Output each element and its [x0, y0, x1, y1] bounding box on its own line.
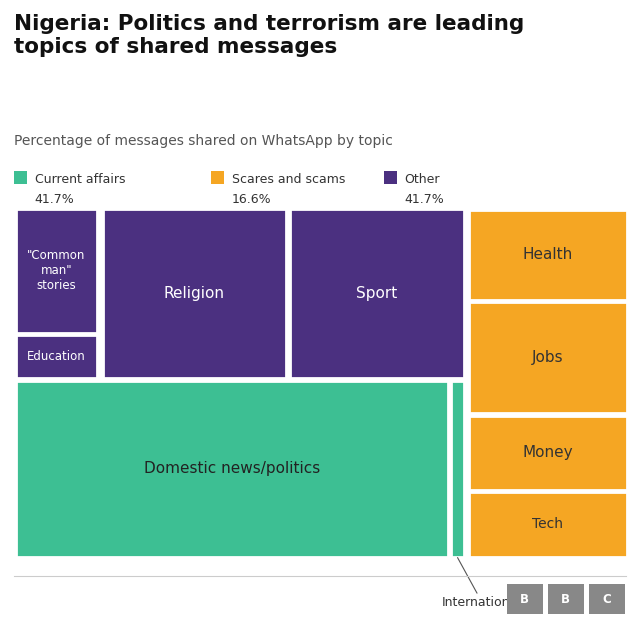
Text: Percentage of messages shared on WhatsApp by topic: Percentage of messages shared on WhatsAp…	[14, 134, 393, 148]
Bar	[469, 302, 627, 414]
Bar	[469, 210, 627, 300]
Bar	[16, 381, 447, 556]
Text: Other: Other	[404, 173, 440, 186]
Text: Money: Money	[523, 445, 573, 460]
Text: B: B	[561, 593, 570, 606]
Bar	[507, 584, 543, 614]
Bar	[469, 416, 627, 490]
Text: 16.6%: 16.6%	[232, 193, 271, 206]
Text: Scares and scams: Scares and scams	[232, 173, 345, 186]
Text: "Common
man"
stories: "Common man" stories	[28, 249, 86, 292]
Text: Current affairs: Current affairs	[35, 173, 125, 186]
Bar	[16, 335, 97, 378]
Text: Domestic news/politics: Domestic news/politics	[143, 461, 320, 476]
Text: 41.7%: 41.7%	[35, 193, 74, 206]
Bar	[589, 584, 625, 614]
Text: 41.7%: 41.7%	[404, 193, 444, 206]
Text: Health: Health	[523, 247, 573, 262]
Text: Religion: Religion	[164, 285, 225, 301]
Bar	[469, 492, 627, 556]
Text: C: C	[602, 593, 611, 606]
Text: Nigeria: Politics and terrorism are leading
topics of shared messages: Nigeria: Politics and terrorism are lead…	[14, 14, 524, 57]
Text: Sport: Sport	[356, 285, 397, 301]
Bar	[16, 209, 97, 333]
Text: Tech: Tech	[532, 518, 563, 531]
Bar	[290, 209, 464, 378]
Text: Jobs: Jobs	[532, 350, 564, 365]
Text: Education: Education	[27, 350, 86, 363]
Bar	[451, 381, 464, 556]
Text: B: B	[520, 593, 529, 606]
Bar	[102, 209, 286, 378]
Bar	[548, 584, 584, 614]
Text: International: International	[442, 558, 522, 609]
